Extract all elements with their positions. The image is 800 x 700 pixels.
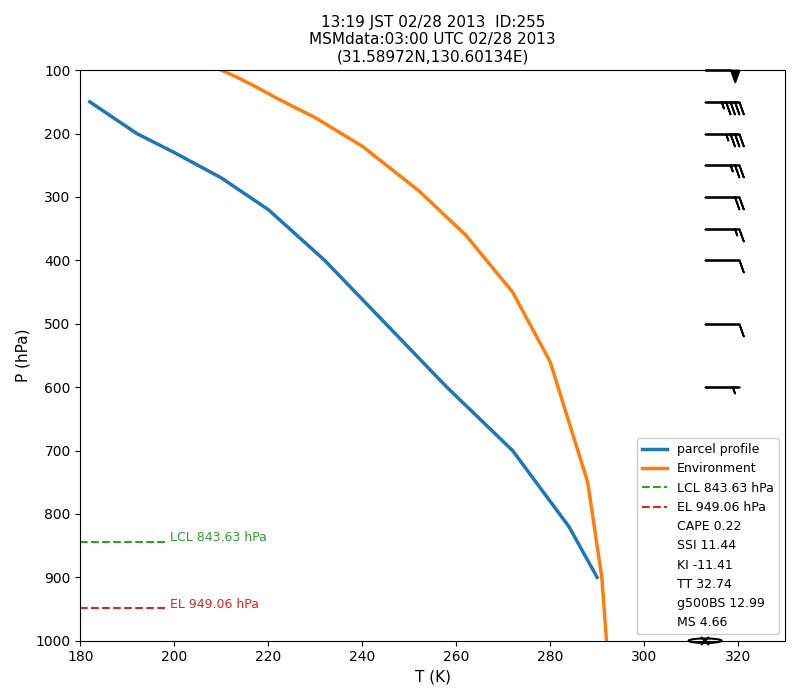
parcel profile <box>132 130 142 138</box>
Environment <box>310 113 320 122</box>
Text: EL 949.06 hPa: EL 949.06 hPa <box>170 598 258 611</box>
parcel profile <box>508 447 518 455</box>
Title: 13:19 JST 02/28 2013  ID:255
MSMdata:03:00 UTC 02/28 2013
(31.58972N,130.60134E): 13:19 JST 02/28 2013 ID:255 MSMdata:03:0… <box>310 15 556 65</box>
Environment <box>250 82 259 90</box>
parcel profile <box>592 573 602 582</box>
parcel profile <box>263 205 273 214</box>
parcel profile <box>442 383 451 391</box>
parcel profile <box>170 148 179 157</box>
Environment <box>546 358 555 366</box>
Environment <box>358 142 367 150</box>
parcel profile <box>381 319 390 328</box>
Y-axis label: P (hPa): P (hPa) <box>15 329 30 382</box>
Environment <box>597 573 606 582</box>
parcel profile <box>85 97 94 106</box>
X-axis label: T (K): T (K) <box>414 670 450 685</box>
Environment <box>273 94 282 103</box>
Environment <box>230 72 240 80</box>
Legend: parcel profile, Environment, LCL 843.63 hPa, EL 949.06 hPa, CAPE 0.22, SSI 11.44: parcel profile, Environment, LCL 843.63 … <box>637 438 778 634</box>
Line: Environment: Environment <box>222 70 606 640</box>
Environment <box>602 636 611 645</box>
Environment <box>583 478 593 486</box>
parcel profile <box>564 522 574 531</box>
Environment <box>217 66 226 74</box>
parcel profile <box>217 174 226 182</box>
Text: LCL 843.63 hPa: LCL 843.63 hPa <box>170 531 266 545</box>
parcel profile <box>104 111 114 119</box>
Environment <box>461 231 470 239</box>
Line: parcel profile: parcel profile <box>90 102 597 578</box>
Environment <box>508 288 518 296</box>
parcel profile <box>320 256 330 265</box>
Environment <box>414 186 423 195</box>
